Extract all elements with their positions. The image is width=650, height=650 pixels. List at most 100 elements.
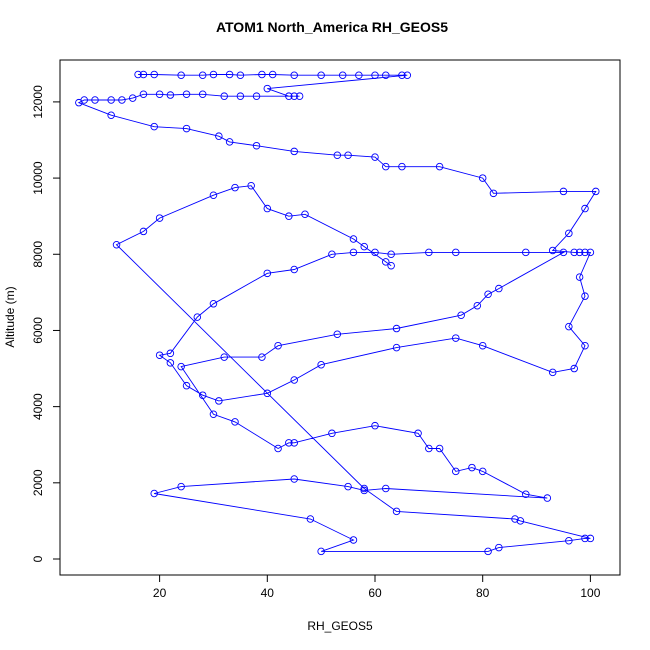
data-point [290, 147, 298, 156]
data-point [349, 235, 358, 243]
data-point [392, 343, 401, 352]
data-point [468, 463, 476, 472]
x-tick-label: 20 [153, 586, 167, 600]
data-point [457, 311, 465, 319]
data-point [301, 210, 309, 219]
data-point [570, 248, 578, 257]
y-axis-label: Altitude (m) [3, 286, 17, 347]
data-point [236, 92, 245, 100]
data-point [182, 381, 191, 390]
data-point [570, 364, 578, 373]
y-tick-label: 4000 [31, 393, 45, 420]
data-point [215, 397, 223, 405]
data-point [495, 543, 503, 552]
data-point [182, 90, 191, 99]
data-point [75, 98, 83, 107]
data-point [225, 138, 234, 146]
data-point [387, 261, 395, 270]
x-tick-label: 80 [476, 586, 490, 600]
data-point [198, 71, 207, 79]
data-point [155, 351, 164, 359]
data-point [425, 444, 433, 453]
data-point [382, 71, 390, 79]
data-point [317, 360, 325, 369]
data-point [478, 341, 487, 350]
chart-title: ATOM1 North_America RH_GEOS5 [216, 19, 448, 35]
data-point [306, 515, 315, 523]
data-point [425, 248, 433, 257]
data-point [128, 94, 137, 102]
data-point [231, 183, 239, 192]
data-point [317, 71, 325, 79]
data-point [155, 214, 164, 222]
data-point [263, 204, 272, 213]
data-point [435, 444, 444, 453]
x-tick-label: 100 [580, 586, 600, 600]
data-point [575, 248, 584, 257]
data-point [565, 322, 573, 331]
data-point [452, 467, 460, 476]
data-point [139, 70, 148, 79]
data-point [435, 162, 444, 171]
data-point [182, 124, 191, 133]
y-tick-label: 12000 [31, 85, 45, 119]
data-point [290, 92, 298, 100]
data-point [581, 204, 589, 213]
data-point [414, 429, 422, 438]
y-tick-label: 0 [31, 555, 45, 562]
data-point [478, 174, 487, 182]
data-point [360, 486, 368, 495]
data-point [344, 482, 352, 491]
data-point [166, 349, 175, 358]
data-point [258, 353, 266, 361]
data-point [484, 290, 492, 299]
data-point [516, 517, 525, 525]
data-point [581, 248, 589, 257]
data-point [247, 181, 255, 190]
data-point [522, 490, 530, 498]
data-point [263, 389, 272, 398]
data-point [177, 71, 185, 79]
data-point [252, 92, 261, 100]
x-tick-label: 40 [261, 586, 275, 600]
data-point [565, 536, 573, 545]
data-point [344, 151, 352, 159]
data-point [349, 248, 358, 257]
data-point [198, 391, 207, 399]
data-point [107, 111, 115, 119]
data-point [263, 84, 272, 93]
data-point [268, 70, 277, 79]
data-point [166, 91, 175, 99]
y-tick-label: 10000 [31, 161, 45, 195]
data-point [150, 122, 158, 131]
data-point [317, 547, 325, 556]
data-point [274, 444, 282, 453]
data-point [139, 90, 148, 99]
x-tick-label: 60 [368, 586, 382, 600]
data-point [209, 410, 218, 419]
data-point [495, 284, 503, 293]
data-point [349, 536, 358, 544]
data-point [452, 334, 460, 342]
data-point [371, 153, 379, 161]
data-point [225, 70, 234, 79]
data-point [258, 70, 266, 79]
data-point [484, 547, 492, 556]
data-point [382, 162, 390, 171]
data-point [290, 475, 298, 483]
data-point [403, 71, 412, 79]
data-point [581, 534, 589, 543]
data-point [548, 368, 557, 377]
data-point [263, 269, 272, 278]
data-point [220, 92, 228, 100]
data-point [295, 92, 304, 100]
x-axis-label: RH_GEOS5 [307, 619, 373, 633]
data-point [150, 489, 158, 498]
data-point [285, 92, 293, 100]
data-point [328, 250, 336, 259]
data-point [360, 484, 368, 493]
data-point [548, 246, 557, 255]
data-point [274, 341, 282, 350]
data-point [371, 248, 379, 257]
